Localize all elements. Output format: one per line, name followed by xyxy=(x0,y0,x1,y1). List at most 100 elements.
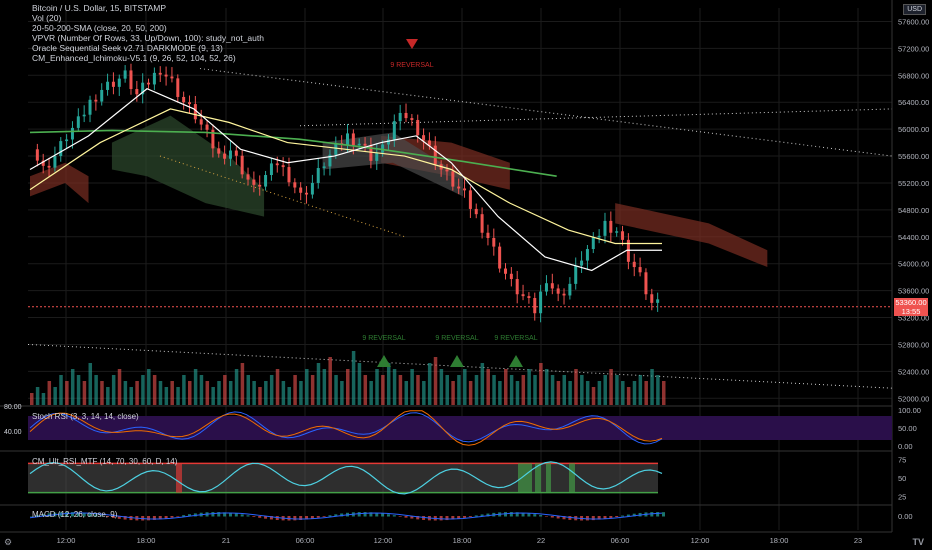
macd-histogram-bar xyxy=(322,516,326,517)
legend-vol[interactable]: Vol (20) xyxy=(32,13,62,23)
legend-vpvr[interactable]: VPVR (Number Of Rows, 33, Up/Down, 100):… xyxy=(32,33,264,43)
reversal-label: 9 REVERSAL xyxy=(435,335,478,342)
x-tick-label: 22 xyxy=(537,536,545,545)
volume-bar xyxy=(299,381,303,405)
macd-histogram-bar xyxy=(94,514,98,517)
volume-bar xyxy=(416,375,420,405)
volume-bar xyxy=(515,381,520,405)
volume-bar xyxy=(88,363,93,405)
volume-bar xyxy=(369,381,373,405)
volume-bar xyxy=(626,387,631,405)
volume-bar xyxy=(468,381,473,405)
volume-bar xyxy=(445,375,449,405)
volume-bar xyxy=(621,381,625,405)
volume-bar xyxy=(41,393,46,405)
volume-bar xyxy=(211,387,215,405)
volume-bar xyxy=(228,381,233,405)
candle-body xyxy=(129,70,133,90)
stoch-rsi-label[interactable]: Stoch RSI (3, 3, 14, 14, close) xyxy=(32,412,139,421)
macd-histogram-bar xyxy=(410,516,414,519)
candle-body xyxy=(357,143,361,146)
candle-body xyxy=(632,261,636,268)
macd-histogram-bar xyxy=(76,512,80,517)
candle-body xyxy=(351,133,355,146)
candle-body xyxy=(550,283,554,289)
rsi-highlight xyxy=(535,463,541,493)
volume-bar xyxy=(562,375,567,405)
volume-bar xyxy=(111,375,116,405)
volume-bar xyxy=(123,381,128,405)
macd-histogram-bar xyxy=(416,516,420,520)
macd-histogram-bar xyxy=(375,512,379,517)
volume-bar xyxy=(65,381,69,405)
volume-bar xyxy=(650,369,654,405)
macd-histogram-bar xyxy=(158,516,162,520)
macd-histogram-bar xyxy=(585,516,589,521)
macd-tick-label: 0.00 xyxy=(898,512,913,521)
macd-histogram-bar xyxy=(82,512,86,517)
candle-body xyxy=(211,129,215,149)
candle-body xyxy=(375,152,379,161)
volume-bar xyxy=(463,369,467,405)
candle-body xyxy=(346,133,349,145)
candle-body xyxy=(269,163,273,176)
y-tick-label: 55200.00 xyxy=(898,179,929,188)
macd-histogram-bar xyxy=(176,516,180,517)
y-tick-label: 56400.00 xyxy=(898,98,929,107)
candle-body xyxy=(521,294,525,297)
rsi-highlight xyxy=(518,463,532,493)
volume-bar xyxy=(580,375,584,405)
candle-body xyxy=(486,232,490,238)
macd-histogram-bar xyxy=(603,516,607,519)
candle-body xyxy=(111,81,115,87)
y-tick-label: 53600.00 xyxy=(898,287,929,296)
candle-body xyxy=(492,237,496,247)
volume-bar xyxy=(135,381,139,405)
trendline xyxy=(199,68,893,157)
candle-body xyxy=(381,144,385,153)
candle-body xyxy=(252,179,256,185)
cm-rsi-label[interactable]: CM_Ult_RSI_MTF (14, 70, 30, 60, D, 14) xyxy=(32,457,178,466)
currency-badge[interactable]: USD xyxy=(903,4,926,15)
rsi-tick-label: 75 xyxy=(898,456,906,465)
volume-bar xyxy=(170,381,174,405)
candle-body xyxy=(76,116,80,128)
candle-body xyxy=(463,188,467,191)
macd-histogram-bar xyxy=(258,516,262,518)
settings-gear-icon[interactable]: ⚙ xyxy=(4,537,13,547)
legend-ichimoku[interactable]: CM_Enhanced_Ichimoku-V5.1 (9, 26, 52, 10… xyxy=(32,53,236,63)
candle-body xyxy=(82,114,86,117)
candle-body xyxy=(287,167,291,183)
candle-body xyxy=(328,154,332,167)
volume-bar xyxy=(427,363,432,405)
macd-histogram-bar xyxy=(41,514,45,517)
candle-body xyxy=(228,150,232,159)
candle-body xyxy=(574,265,578,284)
candle-body xyxy=(504,268,507,274)
candle-body xyxy=(65,139,69,142)
legend-oracle[interactable]: Oracle Sequential Seek v2.71 DARKMODE (9… xyxy=(32,43,223,53)
legend-sma[interactable]: 20-50-200-SMA (close, 20, 50, 200) xyxy=(32,23,167,33)
candle-body xyxy=(258,184,262,187)
reversal-label: 9 REVERSAL xyxy=(390,62,433,69)
candle-body xyxy=(188,102,191,105)
volume-bar xyxy=(644,381,648,405)
macd-histogram-bar xyxy=(30,516,33,517)
sma50-line xyxy=(29,108,662,245)
stoch-tick-label: 0.00 xyxy=(898,442,913,451)
candle-body xyxy=(100,89,104,102)
candle-body xyxy=(404,112,408,119)
buy-arrow-icon xyxy=(450,355,464,367)
candle-body xyxy=(392,121,396,140)
volume-bar xyxy=(193,369,198,405)
volume-bar xyxy=(340,381,344,405)
candle-body xyxy=(539,291,543,314)
macd-histogram-bar xyxy=(544,516,548,517)
symbol-title[interactable]: Bitcoin / U.S. Dollar, 15, BITSTAMP xyxy=(32,3,166,13)
macd-histogram-bar xyxy=(334,514,338,517)
candle-body xyxy=(334,143,338,155)
macd-label[interactable]: MACD (12, 26, close, 9) xyxy=(32,510,118,519)
volume-bar xyxy=(240,363,245,405)
x-tick-label: 18:00 xyxy=(137,536,156,545)
